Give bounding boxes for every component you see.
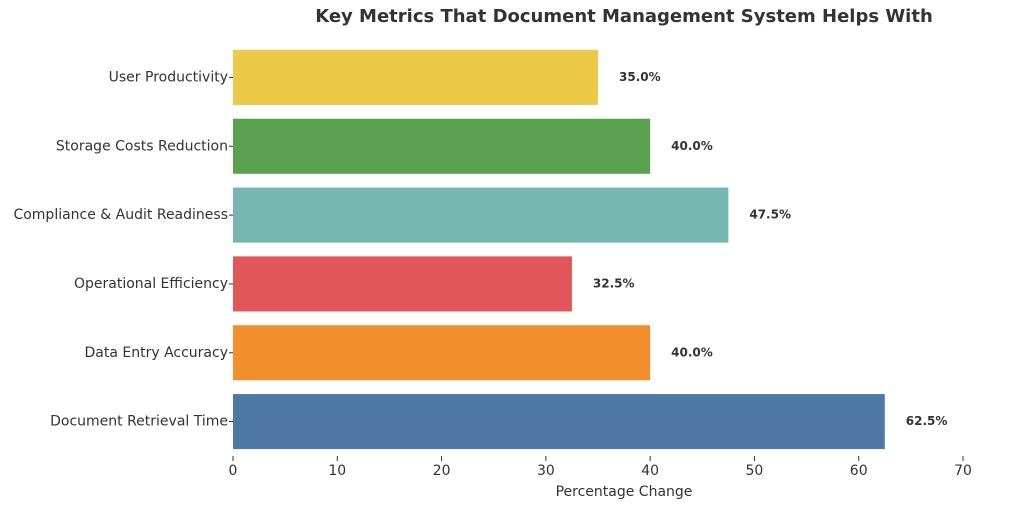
y-tick-label: Document Retrieval Time — [50, 414, 228, 430]
bar — [233, 256, 572, 312]
bar — [233, 49, 598, 105]
value-label: 32.5% — [593, 276, 635, 290]
bar — [233, 325, 651, 381]
y-tick-label: Storage Costs Reduction — [56, 138, 228, 154]
y-tick-label: User Productivity — [109, 69, 228, 85]
x-tick-label: 50 — [746, 463, 764, 479]
y-tick-label: Compliance & Audit Readiness — [13, 207, 228, 223]
value-label: 40.0% — [671, 139, 713, 153]
x-tick-label: 20 — [433, 463, 451, 479]
value-label: 35.0% — [619, 70, 661, 84]
chart-title: Key Metrics That Document Management Sys… — [315, 6, 933, 27]
value-label: 40.0% — [671, 345, 713, 359]
x-tick-label: 40 — [641, 463, 659, 479]
x-tick-label: 0 — [229, 463, 238, 479]
x-tick-label: 10 — [328, 463, 346, 479]
x-tick-label: 30 — [537, 463, 555, 479]
bar — [233, 187, 729, 243]
x-axis-label: Percentage Change — [556, 484, 693, 500]
bar — [233, 394, 885, 450]
y-tick-label: Data Entry Accuracy — [85, 345, 229, 361]
value-label: 47.5% — [749, 208, 791, 222]
value-label: 62.5% — [906, 414, 948, 428]
x-tick-label: 70 — [954, 463, 972, 479]
x-tick-label: 60 — [850, 463, 868, 479]
y-tick-label: Operational Efficiency — [74, 276, 228, 292]
bar — [233, 118, 651, 174]
